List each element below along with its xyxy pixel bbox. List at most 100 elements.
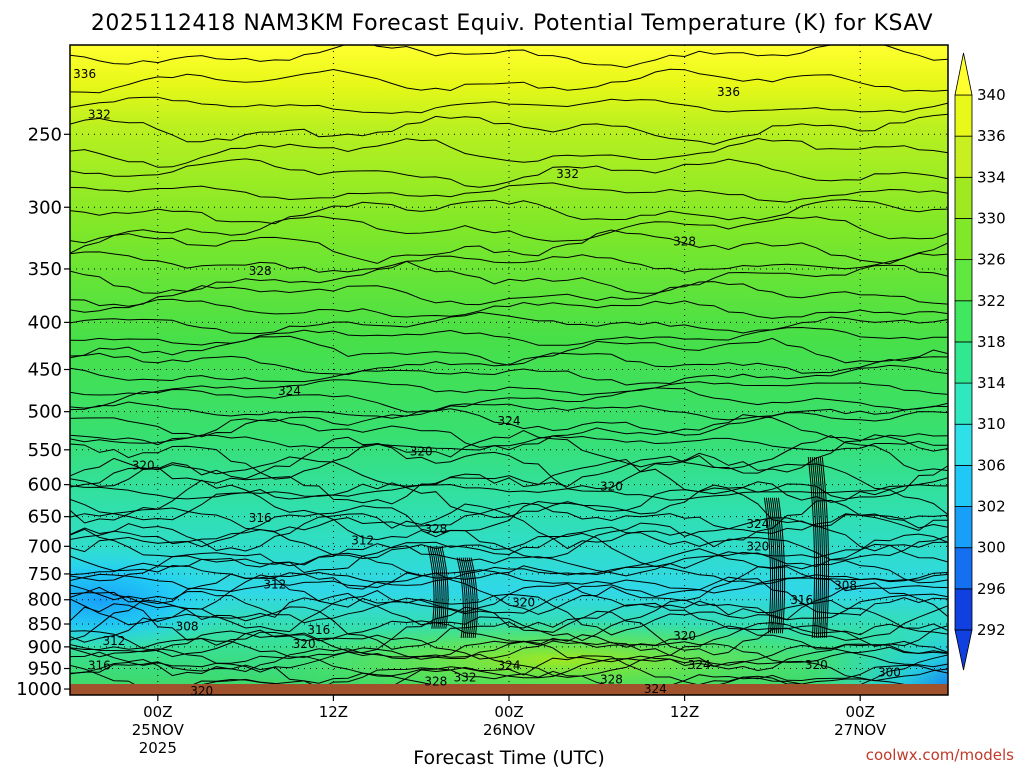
colorbar-bin <box>954 547 973 590</box>
contour-line <box>70 548 948 584</box>
y-tick-label: 450 <box>28 360 62 381</box>
colorbar-tick-label: 314 <box>977 374 1006 392</box>
contour-label: 328 <box>249 264 272 278</box>
y-tick-label: 750 <box>28 564 62 585</box>
contour-line <box>70 543 948 577</box>
contour-line <box>458 557 466 638</box>
contour-lines <box>70 45 948 695</box>
contour-label: 328 <box>600 673 623 687</box>
contour-line <box>70 582 948 636</box>
contour-line <box>70 655 948 682</box>
contour-label: 324 <box>644 682 667 696</box>
contour-line <box>70 569 948 594</box>
contour-label: 320 <box>805 658 828 672</box>
colorbar-bin <box>954 135 973 178</box>
y-tick-label: 250 <box>28 124 62 145</box>
contour-label: 320 <box>410 444 433 458</box>
x-tick-label: 00Z <box>846 703 875 721</box>
contour-line <box>70 528 948 574</box>
contour-line <box>460 557 468 638</box>
contour-label: 332 <box>88 108 111 122</box>
colorbar-tick-label: 334 <box>977 168 1006 186</box>
contour-line <box>441 546 449 629</box>
y-tick-label: 900 <box>28 637 62 658</box>
contour-line <box>466 557 474 638</box>
x-tick-label: 27NOV <box>834 721 887 739</box>
colorbar-tick-label: 318 <box>977 333 1006 351</box>
contour-label: 316 <box>307 623 330 637</box>
contour-line <box>70 96 948 114</box>
contour-line <box>70 499 948 552</box>
contour-label: 324 <box>278 384 301 398</box>
contour-line <box>70 199 948 225</box>
y-tick-label: 300 <box>28 197 62 218</box>
y-tick-label: 700 <box>28 536 62 557</box>
contour-label: 336 <box>717 85 740 99</box>
contour-line <box>70 592 948 643</box>
contour-line <box>70 434 948 490</box>
contour-line <box>70 311 948 335</box>
y-tick-label: 600 <box>28 475 62 496</box>
contour-line <box>439 546 447 629</box>
contour-label: 320 <box>293 637 316 651</box>
contour-line <box>769 497 778 634</box>
contour-label: 316 <box>88 659 111 673</box>
colorbar-bin <box>954 423 973 466</box>
contour-label: 336 <box>73 67 96 81</box>
contour-label: 324 <box>746 517 769 531</box>
contour-label: 320 <box>512 596 535 610</box>
contour-label: 316 <box>249 511 272 525</box>
contour-line <box>70 637 948 663</box>
contour-line <box>70 281 948 307</box>
contour-line <box>70 45 948 69</box>
contour-line <box>70 68 948 94</box>
contour-line <box>819 456 828 638</box>
contour-label: 312 <box>263 577 286 591</box>
colorbar-bin <box>954 382 973 425</box>
contour-line <box>70 364 948 386</box>
x-tick-label: 2025 <box>139 739 177 757</box>
contour-line <box>435 546 443 629</box>
colorbar-tick-label: 326 <box>977 251 1006 269</box>
contour-line <box>70 483 948 501</box>
contour-line <box>817 456 826 638</box>
contour-label: 324 <box>498 659 521 673</box>
colorbar-tick-label: 302 <box>977 498 1006 516</box>
contour-label: 320 <box>746 539 769 553</box>
contour-line <box>470 557 478 638</box>
contour-label: 300 <box>878 666 901 680</box>
contour-line <box>70 429 948 480</box>
contour-label: 320 <box>190 684 213 698</box>
x-tick-label: 00Z <box>143 703 172 721</box>
y-tick-label: 950 <box>28 659 62 680</box>
contour-line <box>70 620 948 658</box>
contour-label: 308 <box>834 578 857 592</box>
contour-line <box>777 497 786 634</box>
contour-label: 316 <box>790 593 813 607</box>
contour-label: 328 <box>673 235 696 249</box>
colorbar-tick-label: 310 <box>977 415 1006 433</box>
x-axis-label: Forecast Time (UTC) <box>413 747 604 768</box>
colorbar: 292 296 300 302 306 310 314 318 322 326 330 334 336 3… <box>954 52 1006 671</box>
x-tick-label: 26NOV <box>483 721 536 739</box>
plot-area <box>70 45 948 695</box>
contour-line <box>70 137 948 168</box>
contour-line <box>70 625 948 660</box>
contour-line <box>70 229 948 265</box>
contour-line <box>431 546 439 629</box>
colorbar-max-arrow <box>954 52 973 96</box>
y-tick-label: 850 <box>28 614 62 635</box>
contour-label: 312 <box>102 634 125 648</box>
contour-line <box>809 456 818 638</box>
contour-label: 312 <box>351 534 374 548</box>
colorbar-tick-label: 292 <box>977 621 1006 639</box>
y-axis: 2503003504004505005506006507007508008509… <box>16 124 70 700</box>
contour-label: 332 <box>454 670 477 684</box>
contour-line <box>70 251 948 273</box>
contour-label: 320 <box>673 629 696 643</box>
colorbar-tick-label: 300 <box>977 539 1006 557</box>
contour-label: 320 <box>600 480 623 494</box>
colorbar-bin <box>954 341 973 384</box>
contour-line <box>433 546 441 629</box>
contour-line <box>70 352 948 376</box>
